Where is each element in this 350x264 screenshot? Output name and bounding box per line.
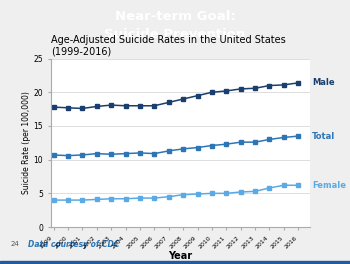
Y-axis label: Suicide Rate (per 100,000): Suicide Rate (per 100,000) (22, 91, 31, 194)
Text: Female: Female (312, 181, 346, 190)
Text: Age-Adjusted Suicide Rates in the United States
(1999-2016): Age-Adjusted Suicide Rates in the United… (51, 35, 286, 56)
Bar (0, 261, 350, 264)
X-axis label: Year: Year (168, 251, 192, 261)
Text: Male: Male (312, 78, 335, 87)
Text: Total: Total (312, 131, 336, 141)
Text: 24: 24 (10, 241, 19, 247)
Text: Near-term Goal:
Suicide Prevention: Near-term Goal: Suicide Prevention (104, 11, 246, 41)
Text: Data courtesy of CDC: Data courtesy of CDC (28, 240, 119, 249)
